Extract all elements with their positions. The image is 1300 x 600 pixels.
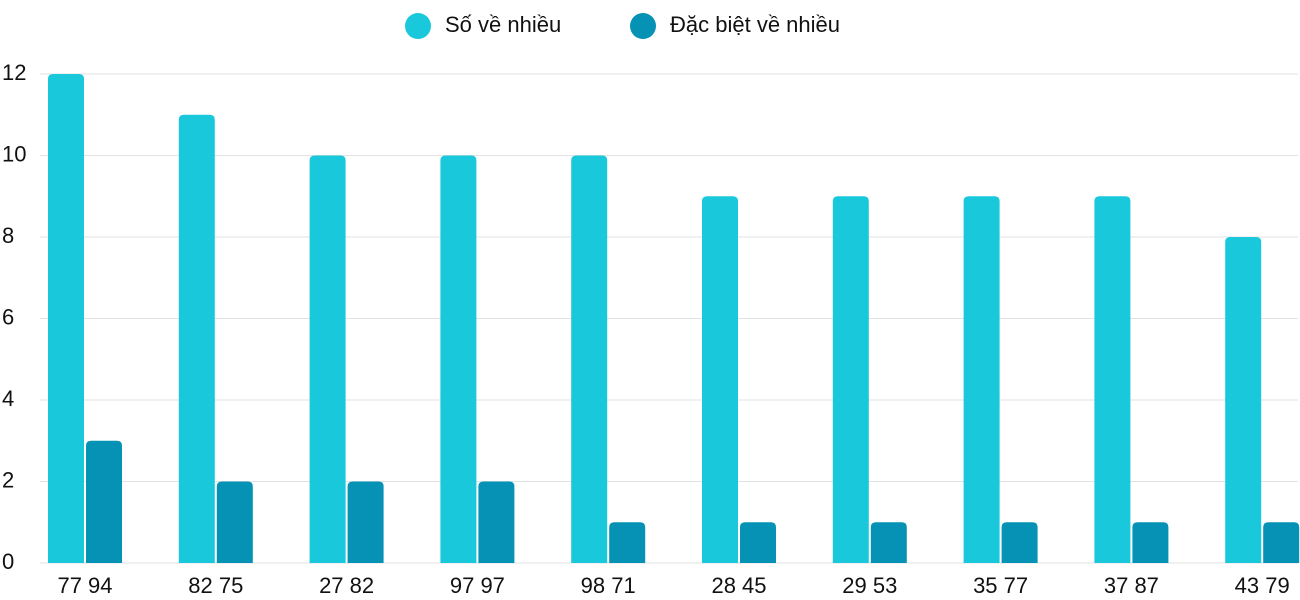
y-tick-label: 0 [2, 549, 14, 574]
x-tick-label: 77 94 [57, 573, 112, 598]
bar [1225, 237, 1262, 563]
x-tick-label: 37 87 [1104, 573, 1159, 598]
legend-swatch [405, 13, 431, 39]
y-tick-label: 6 [2, 304, 14, 329]
bar [347, 481, 384, 563]
x-tick-label: 35 77 [973, 573, 1028, 598]
bar [740, 522, 776, 563]
bar [1263, 522, 1300, 563]
bar [1094, 196, 1131, 563]
bar [440, 155, 477, 563]
bar [48, 74, 84, 563]
bar [832, 196, 869, 563]
x-tick-label: 28 45 [711, 573, 766, 598]
bar [963, 196, 1000, 563]
x-tick-label: 98 71 [581, 573, 636, 598]
bar [309, 155, 346, 563]
y-tick-label: 8 [2, 223, 14, 248]
bar [571, 155, 608, 563]
x-tick-label: 82 75 [188, 573, 243, 598]
x-tick-label: 29 53 [842, 573, 897, 598]
y-tick-label: 2 [2, 467, 14, 492]
y-tick-label: 10 [2, 141, 26, 166]
x-tick-label: 97 97 [450, 573, 505, 598]
bar [178, 114, 215, 563]
bar [870, 522, 907, 563]
bar [86, 440, 122, 563]
bar [702, 196, 738, 563]
y-tick-label: 4 [2, 386, 14, 411]
y-tick-label: 12 [2, 60, 26, 85]
bar [216, 481, 253, 563]
bar [1132, 522, 1169, 563]
x-tick-label: 43 79 [1235, 573, 1290, 598]
bar [478, 481, 515, 563]
legend-label: Số về nhiều [445, 12, 561, 37]
legend-swatch [630, 13, 656, 39]
legend-label: Đặc biệt về nhiều [670, 12, 840, 37]
bar [1001, 522, 1038, 563]
x-tick-label: 27 82 [319, 573, 374, 598]
bar [609, 522, 646, 563]
